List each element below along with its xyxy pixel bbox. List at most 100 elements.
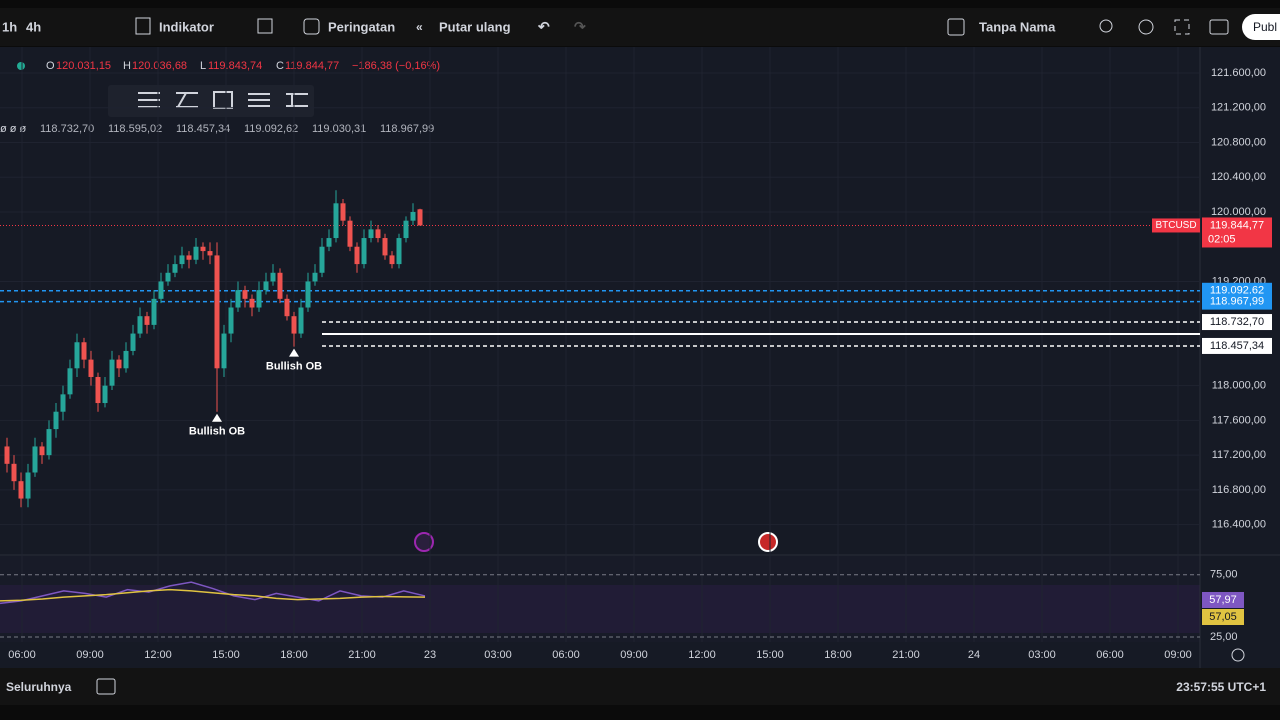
y-tick-label: 120.400,00 [1211,171,1266,183]
candle-body [214,255,220,369]
candle-body [298,307,304,334]
annotation-arrow [212,413,222,422]
candle-body [291,316,297,334]
calendar-icon[interactable] [96,678,116,695]
publish-label[interactable]: Publ [1253,20,1277,34]
interval[interactable]: 1h [2,19,17,34]
candle-body [123,350,129,369]
candle-body [74,342,80,369]
candle-body [382,238,388,256]
rsi-line [0,588,426,602]
candle-body [368,229,374,239]
undo[interactable]: ↶ [537,19,550,35]
annotation: Bullish OB [266,360,322,372]
candle-body [32,446,38,473]
y-tick-label: 117.200,00 [1212,449,1266,461]
settings-icon[interactable] [1138,19,1154,35]
event-icon[interactable] [414,532,434,552]
candle-body [403,220,409,239]
candle-body [95,376,101,404]
price-label-box [1202,293,1272,310]
legend-value: 120.031,15 [56,60,111,72]
y-tick-label: 117.600,00 [1212,414,1266,426]
candle-body [165,272,171,282]
price-label: 118.732,70 [1210,316,1264,328]
indicator-value: 119.092,62 [244,123,298,135]
x-tick-label: 06:00 [1096,649,1124,661]
price-label: 118.967,99 [1210,296,1264,308]
x-tick-label: 12:00 [688,649,716,661]
symbol-tag [1152,218,1200,233]
tool-icon[interactable] [138,92,160,108]
x-tick-label: 06:00 [552,649,580,661]
candle-body [172,264,178,273]
legend-key: H [123,60,131,72]
legend-value: 120.036,68 [132,60,187,72]
settings-icon[interactable] [1231,648,1245,662]
candle-body [18,481,24,499]
y-tick-label: 116.800,00 [1212,484,1266,496]
indicator-value: 118.732,70 [40,123,94,135]
indicators-button[interactable]: Indikator [159,19,214,34]
y-tick-label: 121.600,00 [1211,67,1266,79]
event-icon[interactable] [758,532,778,552]
candle-body [326,238,332,247]
redo[interactable]: ↷ [574,19,586,35]
candle-body [347,220,353,247]
rsi-tick-label: 25,00 [1210,631,1238,643]
snapshot-icon[interactable] [1209,19,1229,35]
x-tick-label: 15:00 [756,649,784,661]
candle-body [375,229,381,239]
rsi-value-box [1202,609,1244,625]
candle-body [242,290,248,299]
bottom-bar [0,668,1280,705]
legend-key: C [276,60,284,72]
indicator-prefix: ø ø ø [0,123,27,135]
candle-body [46,429,52,456]
alerts-button[interactable]: Peringatan [328,19,395,34]
x-tick-label: 03:00 [1028,649,1056,661]
status-dot [17,62,25,70]
candle-body [256,290,262,308]
icon [947,18,965,36]
y-tick-label: 116.400,00 [1212,519,1266,531]
candle-body [102,385,108,404]
search-icon[interactable] [1099,19,1113,33]
candle-body [207,251,213,256]
candle-body [39,446,45,456]
publish-button[interactable] [1242,14,1280,40]
layout-name[interactable]: Tanpa Nama [979,19,1056,34]
replay-button[interactable]: Putar ulang [439,19,511,34]
interval[interactable]: 4h [26,19,41,34]
clock: 23:57:55 UTC+1 [1176,680,1266,694]
range-button[interactable]: Seluruhnya [6,680,72,694]
candle-body [144,316,150,325]
candle-body [4,446,10,464]
candle-body [60,394,66,412]
candle-body [312,272,318,282]
x-tick-label: 18:00 [280,649,308,661]
symbol-label: BTCUSD [1155,220,1196,231]
y-tick-label: 120.800,00 [1211,136,1266,148]
y-tick-label: 121.200,00 [1211,102,1266,114]
candle-body [137,316,143,334]
candle-body [270,272,276,282]
tool-icon[interactable] [176,92,198,108]
legend-value: 119.844,77 [285,60,339,72]
candle-body [263,281,269,291]
candle-body [88,359,94,377]
candle-body [53,411,59,430]
x-tick-label: 06:00 [8,649,36,661]
tool-icon[interactable] [248,93,270,107]
legend-change: −186,38 (−0,16%) [352,60,440,72]
candle-body [389,255,395,265]
tool-icon[interactable] [286,93,308,107]
x-tick-label: 21:00 [892,649,920,661]
fullscreen-icon[interactable] [1174,19,1190,35]
candle-body [410,211,416,221]
toolbar [0,8,1280,46]
x-tick-label: 12:00 [144,649,172,661]
candle-body [81,342,87,360]
